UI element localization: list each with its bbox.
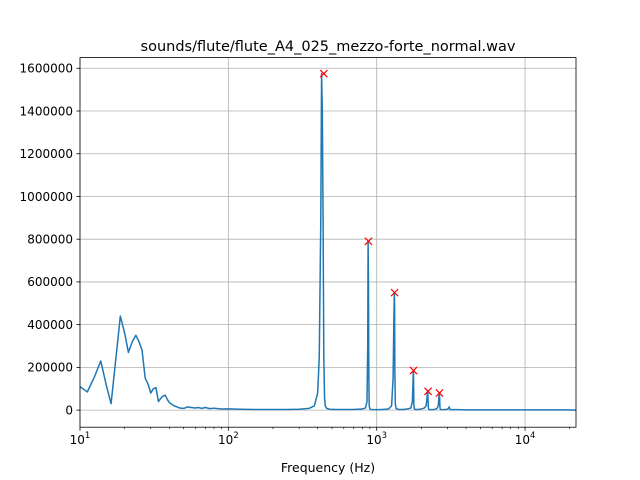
x-tick-label-base: 10 [366,433,381,447]
peak-markers [319,69,444,398]
chart-title: sounds/flute/flute_A4_025_mezzo-forte_no… [141,39,516,55]
y-tick-label: 1000000 [20,190,73,204]
plot-frame [79,57,577,428]
peak-marker-stroke [424,387,433,396]
x-tick-label-exponent: 1 [85,431,90,441]
peak-marker [435,388,444,398]
x-tick-label-base: 10 [515,433,530,447]
x-tick-label-exponent: 2 [233,431,238,441]
peak-marker [409,366,418,375]
grid [79,57,576,428]
y-tick-label: 1600000 [20,62,73,76]
peak-marker-stroke [364,237,373,246]
x-tick-label-exponent: 4 [530,431,535,441]
peak-marker [390,288,399,297]
x-tick-label-exponent: 3 [382,431,387,441]
y-tick-label: 1200000 [20,147,73,161]
y-tick-label: 200000 [27,361,73,375]
peak-marker [319,69,328,78]
peak-marker-stroke [435,388,444,398]
y-tick-label: 0 [65,403,73,417]
x-tick-label-base: 10 [218,433,233,447]
y-tick-label: 1400000 [20,104,73,118]
x-tick-label: 103 [366,431,387,447]
peak-marker-stroke [409,366,418,375]
peak-marker-stroke [390,288,399,297]
y-tick-label: 800000 [27,232,73,246]
plot-area [80,57,576,428]
x-tick-label: 104 [515,431,536,447]
x-axis-label: Frequency (Hz) [281,460,375,475]
x-tick-label: 102 [218,431,239,447]
y-tick-label: 600000 [27,275,73,289]
x-tick-label: 101 [70,431,91,447]
axes: 101 102 103 1040200000400000600000800000100… [20,57,577,447]
x-tick-label-base: 10 [70,433,85,447]
peak-marker [424,387,433,396]
peak-marker-stroke [319,69,328,78]
y-tick-label: 400000 [27,318,73,332]
peak-marker [364,237,373,246]
